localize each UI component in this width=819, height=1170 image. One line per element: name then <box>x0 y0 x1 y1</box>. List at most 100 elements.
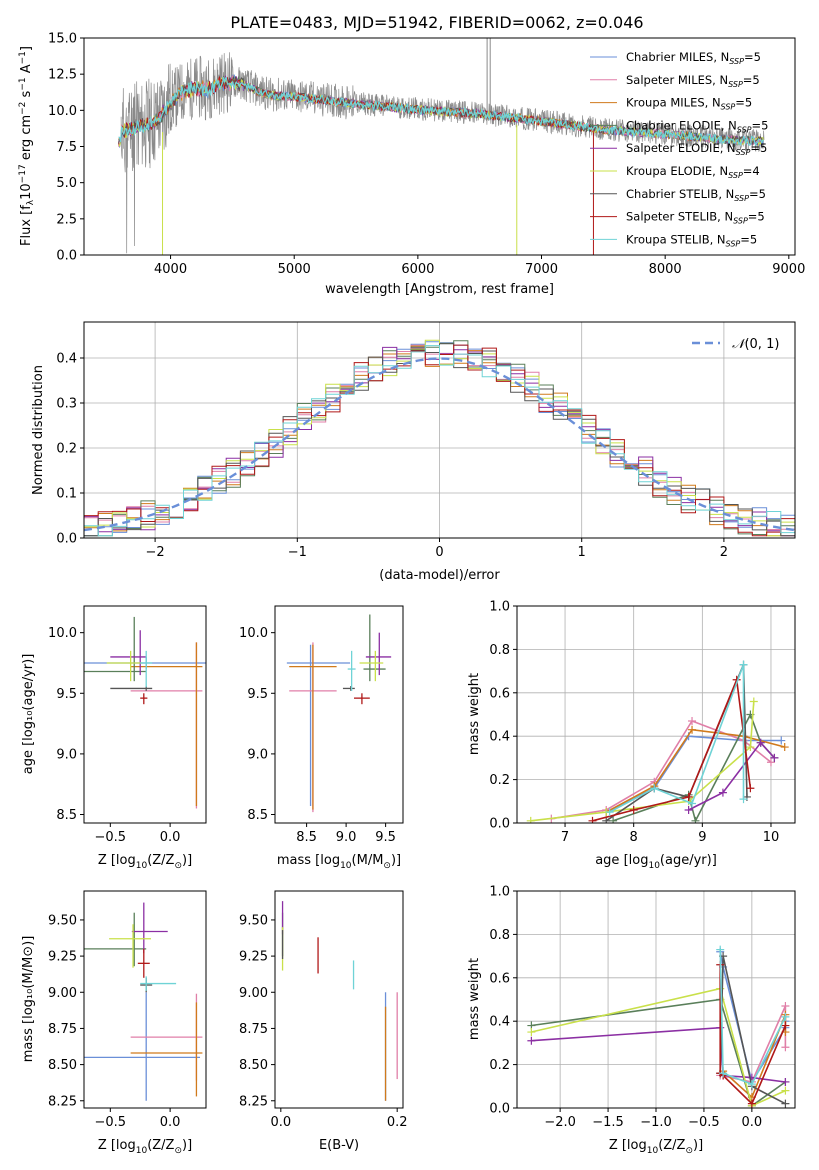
plus-marker <box>781 1099 790 1108</box>
plus-marker <box>688 725 697 734</box>
series-line <box>719 951 787 1085</box>
x-tick-label: 7000 <box>525 262 558 277</box>
y-tick-label: 9.5 <box>56 687 77 702</box>
x-tick-label: 8.5 <box>296 830 317 845</box>
x-tick-label: 9.5 <box>375 830 396 845</box>
y-tick-label: 0.6 <box>489 971 510 986</box>
plus-marker <box>756 738 765 747</box>
x-tick-label: 0.0 <box>160 830 181 845</box>
plus-marker <box>781 1086 790 1095</box>
y-tick-label: 8.25 <box>239 1094 268 1109</box>
y-axis-label: Flux [fλ10−17 erg cm−2 s−1 A−1] <box>18 46 36 246</box>
errorbar-point <box>140 976 177 991</box>
x-tick-label: −0.5 <box>95 830 127 845</box>
plus-marker <box>770 753 779 762</box>
plot-area <box>286 614 392 813</box>
x-tick-label: 7 <box>561 830 569 845</box>
legend-label: Kroupa STELIB, NSSP=5 <box>626 232 757 248</box>
y-tick-label: 0.3 <box>56 397 77 412</box>
errorbar-point <box>342 686 355 691</box>
y-tick-label: 9.00 <box>48 986 77 1001</box>
plus-marker <box>719 1069 728 1078</box>
x-tick-label: 5000 <box>278 262 311 277</box>
errorbar-point <box>359 650 384 682</box>
errorbar-point <box>84 912 147 967</box>
x-tick-label: −0.5 <box>688 1115 720 1130</box>
x-tick-label: 0 <box>435 545 443 560</box>
errorbar-point <box>289 644 337 810</box>
plus-marker <box>777 736 786 745</box>
plus-marker <box>605 808 614 817</box>
errorbar-point <box>286 644 351 807</box>
plus-marker <box>716 945 725 954</box>
y-tick-label: 0.0 <box>56 532 77 547</box>
series-line <box>551 720 772 820</box>
x-tick-label: 9.0 <box>336 830 357 845</box>
y-tick-label: 7.5 <box>56 140 77 155</box>
y-tick-label: 9.50 <box>239 913 268 928</box>
x-tick-label: −1 <box>288 545 307 560</box>
errorbar-point <box>365 632 392 676</box>
plus-marker <box>781 1021 790 1030</box>
model-spectrum <box>118 76 765 147</box>
spectrum-axes: 4000 5000 6000 7000 8000 9000 0.0 2.5 5.0 7.5 10.0… <box>48 32 805 278</box>
series-line <box>531 987 786 1107</box>
legend: Chabrier MILES, NSSP=5 Salpeter MILES, NS… <box>590 50 768 248</box>
errorbar-point <box>106 650 143 682</box>
plus-marker <box>688 717 697 726</box>
y-tick-label: 15.0 <box>48 32 77 47</box>
series-line <box>592 676 752 822</box>
x-tick-label: 9000 <box>772 262 805 277</box>
age-vs-z-axes: −0.5 0.0 8.5 9.0 9.5 10.0 Z [log10(Z/Z⊙)] <box>48 605 207 871</box>
errorbar-point <box>130 993 203 1081</box>
legend-label: Kroupa ELODIE, NSSP=4 <box>626 164 760 180</box>
histogram-series <box>84 345 795 537</box>
plus-marker <box>766 758 775 767</box>
x-tick-label: 2 <box>720 545 728 560</box>
errorbar-point <box>130 642 203 809</box>
y-tick-label: 9.50 <box>48 913 77 928</box>
x-axis-label: (data-model)/error <box>379 568 500 583</box>
plot-area <box>84 616 206 809</box>
plus-marker <box>746 743 755 752</box>
plus-marker <box>629 805 638 814</box>
plus-marker <box>739 660 748 669</box>
x-tick-label: 1 <box>578 545 586 560</box>
y-tick-label: 8.75 <box>239 1022 268 1037</box>
errorbar-point <box>131 902 168 954</box>
y-tick-label: 9.0 <box>247 747 268 762</box>
y-axis-label: age [log₁₀(age/yr)] <box>21 654 36 775</box>
errorbar-point <box>137 948 150 978</box>
plus-marker <box>747 1080 756 1089</box>
plus-marker <box>781 1002 790 1011</box>
plot-area <box>84 902 203 1101</box>
legend-label: Kroupa MILES, NSSP=5 <box>626 96 752 112</box>
mass-vs-z-axes: −0.5 0.0 8.25 8.50 8.75 9.00 9.25 9.50 Z [log10(… <box>48 890 207 1156</box>
series-line <box>719 949 787 1086</box>
x-tick-label: 10 <box>763 830 780 845</box>
y-tick-label: 12.5 <box>48 68 77 83</box>
x-tick-label: 9 <box>698 830 706 845</box>
y-tick-label: 1.0 <box>489 885 510 900</box>
plus-marker <box>739 795 748 804</box>
plot-area <box>526 660 789 823</box>
plus-marker <box>780 743 789 752</box>
x-axis-label: Z [log10(Z/Z⊙)] <box>609 1138 703 1156</box>
plus-marker <box>684 805 693 814</box>
errorbar-point <box>109 924 151 968</box>
x-axis-label: age [log10(age/yr)] <box>595 853 717 871</box>
y-tick-label: 10.0 <box>48 626 77 641</box>
plus-marker <box>650 784 659 793</box>
legend-label: Chabrier STELIB, NSSP=5 <box>626 187 766 203</box>
plot-area <box>527 945 790 1108</box>
plus-marker <box>781 1012 790 1021</box>
chart-title: PLATE=0483, MJD=51942, FIBERID=0062, z=0… <box>230 13 643 32</box>
x-tick-label: 6000 <box>401 262 434 277</box>
x-tick-label: 0.0 <box>742 1115 763 1130</box>
y-tick-label: 0.6 <box>489 686 510 701</box>
plus-marker <box>527 1028 536 1037</box>
x-tick-label: 4000 <box>154 262 187 277</box>
x-tick-label: −0.5 <box>95 1115 127 1130</box>
histogram-series <box>84 345 795 537</box>
y-tick-label: 0.2 <box>489 773 510 788</box>
